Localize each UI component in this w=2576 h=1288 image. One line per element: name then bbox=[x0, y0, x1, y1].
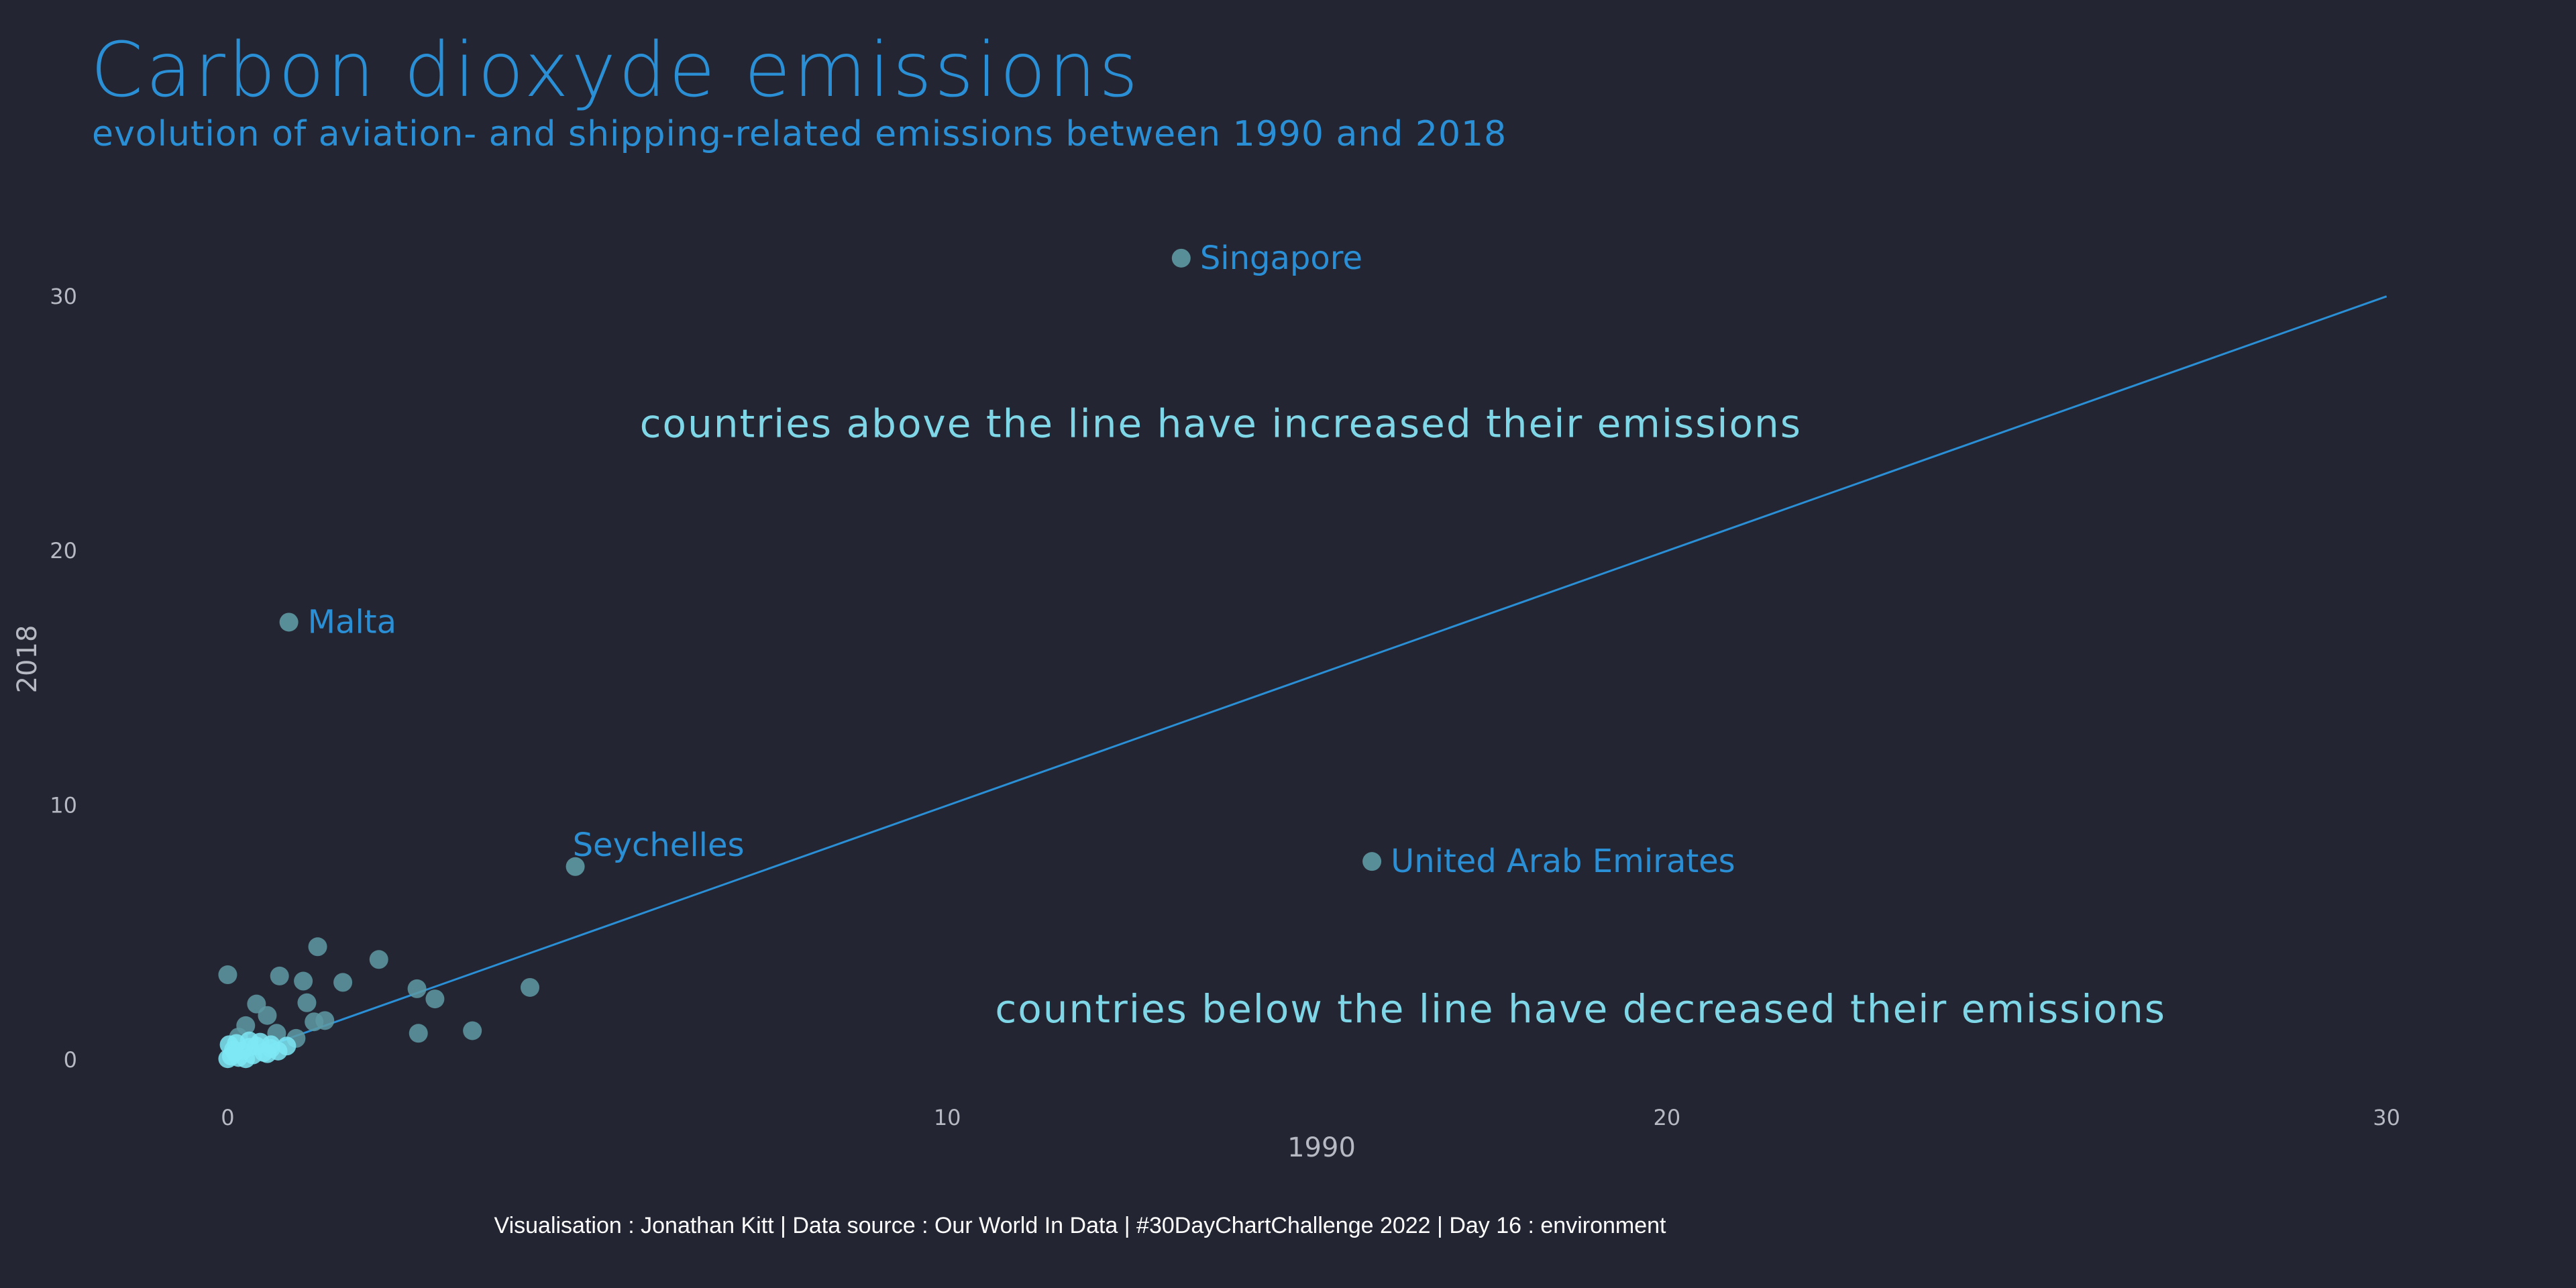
x-tick-label: 30 bbox=[2373, 1105, 2400, 1130]
data-point bbox=[425, 989, 445, 1009]
annotation-above-line: countries above the line have increased … bbox=[640, 401, 1802, 447]
data-point bbox=[227, 1034, 246, 1053]
data-point bbox=[308, 937, 327, 957]
data-point bbox=[294, 971, 313, 991]
data-point bbox=[407, 979, 427, 998]
x-tick-label: 0 bbox=[221, 1105, 234, 1130]
data-point bbox=[218, 965, 237, 985]
data-point bbox=[258, 1006, 277, 1025]
y-tick-label: 10 bbox=[50, 793, 77, 818]
chart-title: Carbon dioxyde emissions bbox=[91, 27, 1141, 114]
data-point bbox=[521, 977, 539, 997]
point-label: United Arab Emirates bbox=[1391, 843, 1735, 880]
y-axis-ticks: 0 10 20 30 bbox=[50, 284, 77, 1073]
scatter-points bbox=[218, 937, 539, 1069]
reference-line bbox=[227, 295, 2387, 1061]
chart-subtitle: evolution of aviation- and shipping-rela… bbox=[92, 114, 1507, 154]
data-point bbox=[369, 950, 388, 969]
y-tick-label: 0 bbox=[64, 1047, 77, 1073]
data-point bbox=[315, 1011, 335, 1030]
data-point-labeled bbox=[279, 612, 299, 632]
chart-caption: Visualisation : Jonathan Kitt | Data sou… bbox=[494, 1213, 1666, 1238]
y-tick-label: 20 bbox=[50, 538, 77, 564]
data-point bbox=[270, 966, 289, 985]
data-point-labeled bbox=[566, 857, 585, 876]
data-point bbox=[261, 1035, 280, 1055]
point-label: Singapore bbox=[1200, 239, 1362, 277]
labeled-points: Singapore Malta Seychelles United Arab Emir… bbox=[279, 239, 1735, 880]
annotation-below-line: countries below the line have decreased … bbox=[995, 986, 2166, 1032]
data-point bbox=[297, 993, 317, 1012]
x-tick-label: 20 bbox=[1654, 1105, 1681, 1130]
data-point-labeled bbox=[1171, 248, 1191, 268]
scatter-chart: 0 10 20 30 0 10 20 30 1990 2018 Singapore Malta… bbox=[12, 239, 2400, 1163]
data-point bbox=[463, 1021, 482, 1040]
y-tick-label: 30 bbox=[50, 284, 77, 309]
x-tick-label: 10 bbox=[934, 1105, 961, 1130]
data-point bbox=[333, 973, 353, 992]
x-axis-ticks: 0 10 20 30 bbox=[221, 1105, 2400, 1130]
data-point bbox=[409, 1024, 428, 1043]
point-label: Seychelles bbox=[573, 826, 745, 864]
x-axis-title: 1990 bbox=[1287, 1132, 1356, 1163]
point-label: Malta bbox=[308, 603, 396, 641]
y-axis-title: 2018 bbox=[12, 625, 43, 694]
data-point-labeled bbox=[1362, 852, 1382, 871]
